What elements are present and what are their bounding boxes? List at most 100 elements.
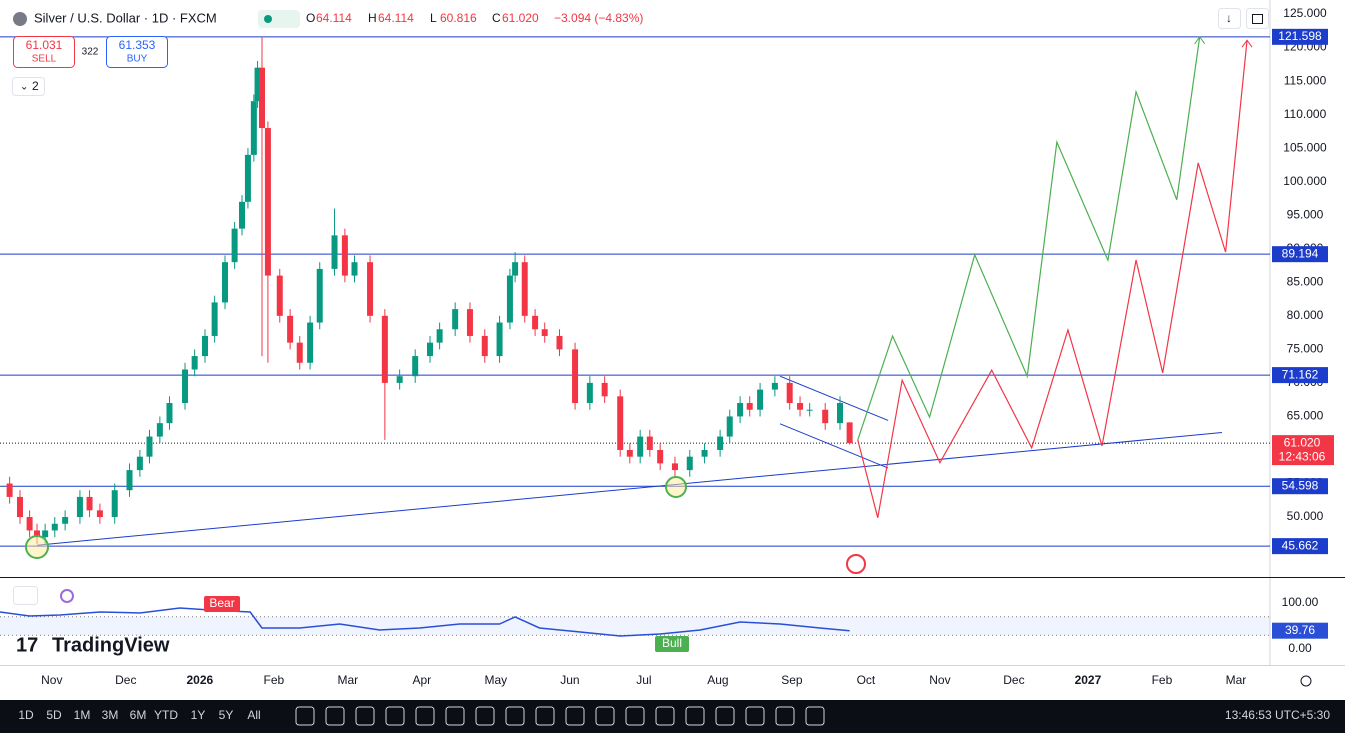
range-button[interactable]: 3M bbox=[102, 708, 119, 722]
tool-icon[interactable] bbox=[565, 706, 585, 726]
candle-body bbox=[797, 403, 804, 410]
x-tick-label: Aug bbox=[707, 673, 728, 687]
range-button[interactable]: 1M bbox=[74, 708, 91, 722]
clock: 13:46:53 UTC+5:30 bbox=[1225, 708, 1330, 722]
candle-body bbox=[126, 470, 133, 491]
tool-icon[interactable] bbox=[355, 706, 375, 726]
pane-toggle[interactable] bbox=[13, 586, 38, 605]
y-tick-label: 85.000 bbox=[1287, 274, 1324, 288]
tool-icon[interactable] bbox=[745, 706, 765, 726]
buy-label: BUY bbox=[127, 54, 148, 65]
x-tick-label: Mar bbox=[338, 673, 359, 687]
candle-body bbox=[231, 228, 238, 263]
y-tick-label: 105.000 bbox=[1283, 140, 1327, 154]
candle-body bbox=[521, 262, 528, 316]
candle-body bbox=[136, 456, 143, 471]
range-button[interactable]: 1D bbox=[18, 708, 34, 722]
candle-body bbox=[586, 382, 593, 404]
ohlc-value: 64.114 bbox=[316, 11, 352, 25]
tool-icon[interactable] bbox=[805, 706, 825, 726]
candle-body bbox=[51, 523, 58, 531]
x-tick-label: 2026 bbox=[186, 673, 213, 687]
price-tag-label: 89.194 bbox=[1282, 246, 1319, 260]
indicators-count: 2 bbox=[32, 79, 39, 93]
price-tag bbox=[1272, 478, 1328, 495]
candle-body bbox=[746, 403, 753, 410]
range-button[interactable]: 5Y bbox=[219, 708, 234, 722]
candle-body bbox=[96, 510, 103, 518]
price-tag-label: 121.598 bbox=[1278, 29, 1322, 43]
candle-body bbox=[16, 496, 23, 518]
candle-body bbox=[617, 396, 624, 450]
bull-label-bg bbox=[655, 636, 690, 652]
range-button[interactable]: All bbox=[247, 708, 260, 722]
range-button[interactable]: 1Y bbox=[191, 708, 206, 722]
candle-body bbox=[481, 335, 488, 357]
y-tick-label: 50.000 bbox=[1287, 509, 1324, 523]
projection-down bbox=[857, 40, 1248, 518]
x-tick-label: 2027 bbox=[1075, 673, 1102, 687]
buy-button[interactable] bbox=[106, 36, 168, 68]
tool-icon[interactable] bbox=[655, 706, 675, 726]
ohlc-key: H bbox=[368, 11, 377, 25]
x-tick-label: Dec bbox=[115, 673, 136, 687]
tool-icon[interactable] bbox=[475, 706, 495, 726]
symbol-title: Silver / U.S. Dollar · 1D · FXCM bbox=[34, 10, 217, 25]
tool-icon[interactable] bbox=[685, 706, 705, 726]
candle-body bbox=[341, 235, 348, 276]
candle-body bbox=[556, 335, 563, 350]
candle-body bbox=[396, 376, 403, 383]
arrow-head bbox=[1241, 39, 1253, 48]
y-tick-label: 115.000 bbox=[1284, 73, 1327, 87]
download-icon: ↓ bbox=[1226, 11, 1232, 25]
indicators-toggle[interactable] bbox=[12, 77, 45, 96]
tool-icon[interactable] bbox=[325, 706, 345, 726]
tool-icon[interactable] bbox=[445, 706, 465, 726]
candle-body bbox=[6, 483, 13, 497]
sell-button[interactable] bbox=[13, 36, 75, 68]
x-tick-label: Feb bbox=[263, 673, 284, 687]
logo-mark: 17 bbox=[16, 634, 38, 656]
candle-body bbox=[244, 154, 251, 202]
rsi-line bbox=[0, 607, 850, 637]
candle-body bbox=[717, 436, 724, 450]
candle-body bbox=[426, 342, 433, 357]
x-tick-label: Jul bbox=[636, 673, 651, 687]
tool-icon[interactable] bbox=[295, 706, 315, 726]
download-button[interactable] bbox=[1218, 8, 1241, 29]
candle-body bbox=[657, 449, 664, 464]
bottom-toolbar bbox=[0, 700, 1345, 733]
range-button[interactable]: 6M bbox=[130, 708, 147, 722]
logo-text: TradingView bbox=[52, 634, 170, 656]
candle-body bbox=[466, 309, 473, 336]
tool-icon[interactable] bbox=[415, 706, 435, 726]
bull-label: Bull bbox=[662, 636, 682, 650]
channel-line bbox=[779, 375, 889, 421]
tool-icon[interactable] bbox=[625, 706, 645, 726]
settings-icon[interactable] bbox=[1300, 675, 1312, 687]
candle-body bbox=[146, 436, 153, 457]
candle-body bbox=[601, 382, 608, 397]
fullscreen-button[interactable] bbox=[1246, 8, 1269, 29]
candle-body bbox=[62, 517, 69, 524]
tool-icon[interactable] bbox=[715, 706, 735, 726]
candle-body bbox=[331, 235, 338, 269]
x-tick-label: Apr bbox=[413, 673, 432, 687]
tool-icon[interactable] bbox=[775, 706, 795, 726]
candle-body bbox=[254, 67, 261, 102]
candle-body bbox=[76, 496, 83, 518]
ohlc-value: 64.114 bbox=[378, 11, 414, 25]
tool-icon[interactable] bbox=[505, 706, 525, 726]
tool-icon[interactable] bbox=[535, 706, 555, 726]
range-button[interactable]: YTD bbox=[154, 708, 178, 722]
range-button[interactable]: 5D bbox=[46, 708, 62, 722]
tool-icon[interactable] bbox=[595, 706, 615, 726]
candle-body bbox=[737, 403, 744, 417]
candle-body bbox=[367, 262, 374, 316]
candle-body bbox=[822, 409, 829, 424]
rsi-band bbox=[0, 616, 1270, 636]
candle-body bbox=[671, 463, 678, 471]
event-flag bbox=[846, 554, 866, 574]
symbol-icon bbox=[13, 12, 27, 26]
tool-icon[interactable] bbox=[385, 706, 405, 726]
